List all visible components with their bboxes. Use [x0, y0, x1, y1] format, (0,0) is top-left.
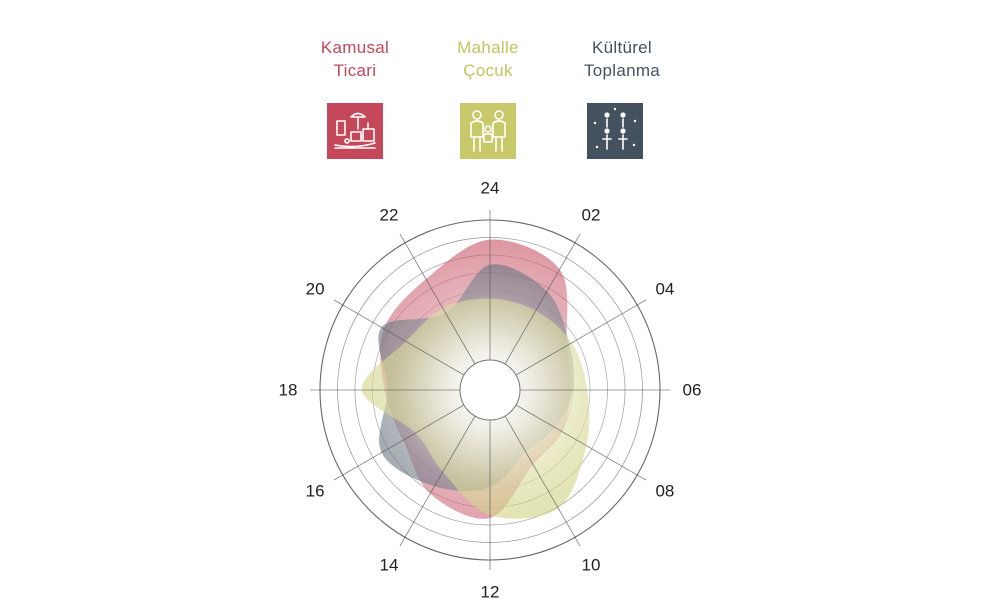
spoke-line	[333, 404, 465, 481]
hour-label: 14	[380, 555, 399, 574]
hour-label: 18	[279, 381, 298, 400]
legend-line-1: Mahalle	[457, 38, 519, 57]
spoke-line	[504, 233, 581, 365]
spoke-line	[399, 415, 476, 547]
legend-line-2: Çocuk	[463, 61, 513, 80]
radar-spokes	[310, 210, 670, 570]
hour-label: 02	[582, 206, 601, 225]
legend-line-2: Toplanma	[583, 61, 661, 80]
legend-line-2: Ticari	[333, 61, 377, 80]
hour-label: 04	[655, 280, 674, 299]
hour-label: 06	[683, 381, 702, 400]
hour-label: 22	[380, 206, 399, 225]
spoke-line	[399, 233, 476, 365]
legend-item-kulturel-toplanma: Kültürel Toplanma	[557, 36, 687, 82]
hour-label: 20	[306, 280, 325, 299]
spoke-line	[333, 299, 465, 376]
market-stall-icon	[327, 103, 383, 159]
hour-label: 24	[481, 179, 500, 198]
hour-label: 08	[655, 482, 674, 501]
hour-label: 16	[306, 482, 325, 501]
radar-hour-labels: 24 02 04 06 08 10 12 14 16 18 20 22	[279, 179, 702, 602]
gathering-people-icon	[587, 103, 643, 159]
legend-item-kamusal-ticari: Kamusal Ticari	[290, 36, 420, 82]
spoke-line	[515, 404, 647, 481]
spoke-line	[504, 415, 581, 547]
legend-line-1: Kültürel	[591, 38, 653, 57]
center-hub	[459, 359, 521, 421]
parent-child-icon	[460, 103, 516, 159]
hour-label: 10	[582, 555, 601, 574]
hour-label: 12	[481, 583, 500, 602]
spoke-line	[515, 299, 647, 376]
legend-line-1: Kamusal	[320, 38, 390, 57]
legend-item-mahalle-cocuk: Mahalle Çocuk	[423, 36, 553, 82]
